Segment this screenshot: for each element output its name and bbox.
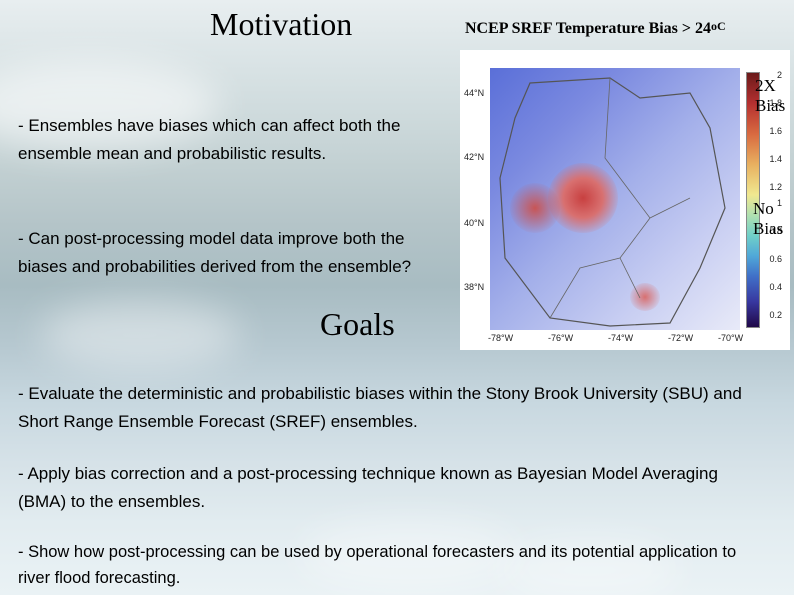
page-title: Motivation: [210, 6, 352, 43]
cbar-tick: 0.2: [769, 310, 782, 320]
lat-tick: 40°N: [464, 218, 484, 228]
lon-tick: -72°W: [668, 333, 693, 343]
map-heatmap: [490, 68, 740, 330]
cbar-tick: 0.4: [769, 282, 782, 292]
annotation-2x-bias: 2X Bias: [755, 76, 794, 116]
cbar-tick: 1.4: [769, 154, 782, 164]
goals-bullet-2: - Apply bias correction and a post-proce…: [18, 460, 768, 516]
chart-title: NCEP SREF Temperature Bias > 24oC: [465, 20, 726, 38]
bg-cloud: [40, 300, 240, 370]
lon-tick: -70°W: [718, 333, 743, 343]
cbar-tick: 1.2: [769, 182, 782, 192]
cbar-tick: 0.6: [769, 254, 782, 264]
goals-heading: Goals: [320, 306, 395, 343]
motivation-bullet-1: - Ensembles have biases which can affect…: [18, 112, 448, 168]
bias-map-chart: 44°N 42°N 40°N 38°N -78°W -76°W -74°W -7…: [460, 50, 790, 350]
state-outline: [490, 68, 740, 330]
chart-title-text: NCEP SREF Temperature Bias > 24: [465, 20, 711, 37]
lat-tick: 38°N: [464, 282, 484, 292]
lat-tick: 42°N: [464, 152, 484, 162]
lat-tick: 44°N: [464, 88, 484, 98]
annotation-no-bias: No Bias: [753, 199, 794, 239]
cbar-tick: 1.6: [769, 126, 782, 136]
lon-tick: -78°W: [488, 333, 513, 343]
motivation-bullet-2: - Can post-processing model data improve…: [18, 225, 448, 281]
lon-tick: -76°W: [548, 333, 573, 343]
chart-title-unit: oC: [711, 19, 726, 33]
goals-bullet-3: - Show how post-processing can be used b…: [18, 540, 768, 591]
lon-tick: -74°W: [608, 333, 633, 343]
goals-bullet-1: - Evaluate the deterministic and probabi…: [18, 380, 768, 436]
